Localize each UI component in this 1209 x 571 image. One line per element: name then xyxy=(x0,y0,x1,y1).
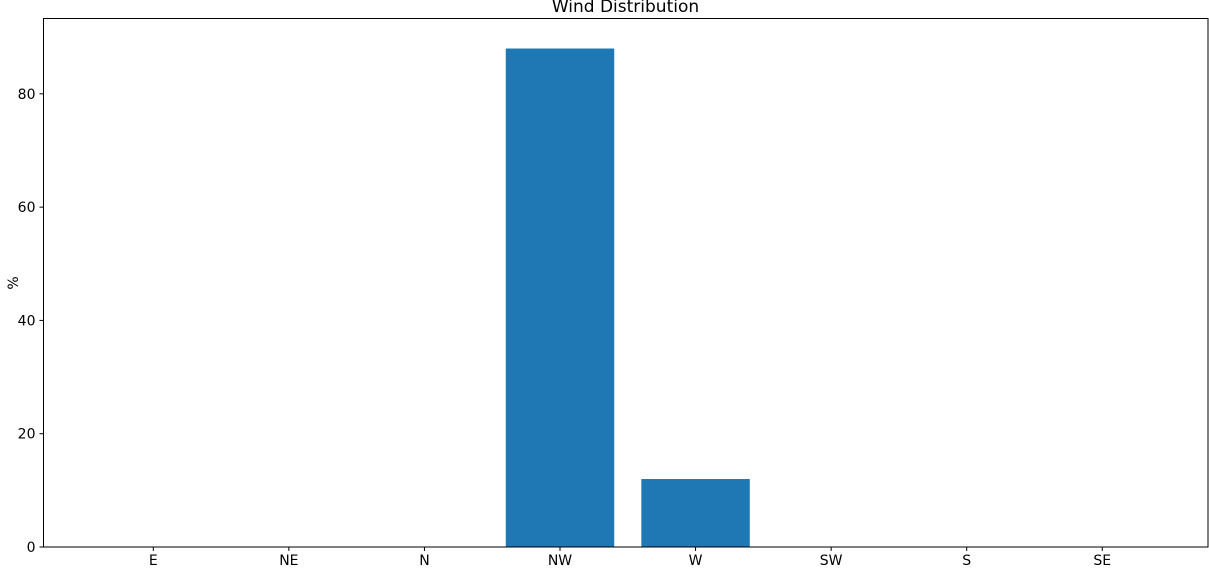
plot-border xyxy=(43,18,1209,548)
y-tick-label: 0 xyxy=(27,540,36,556)
y-tick-label: 40 xyxy=(18,313,36,329)
x-tick-label: E xyxy=(149,553,158,569)
y-tick-label: 60 xyxy=(18,200,36,216)
x-tick-label: S xyxy=(962,553,971,569)
bar-NW xyxy=(505,48,615,548)
x-tick-label: NE xyxy=(279,553,298,569)
chart-title: Wind Distribution xyxy=(551,0,700,17)
y-tick-label: 20 xyxy=(18,427,36,443)
bar-W xyxy=(641,479,750,547)
x-tick-label: SE xyxy=(1093,553,1111,569)
x-tick-label: NW xyxy=(548,553,572,569)
x-tick-label: SW xyxy=(820,553,843,569)
x-tick-label: W xyxy=(689,553,703,569)
y-tick-label: 80 xyxy=(18,87,36,103)
x-tick-label: N xyxy=(419,553,429,569)
